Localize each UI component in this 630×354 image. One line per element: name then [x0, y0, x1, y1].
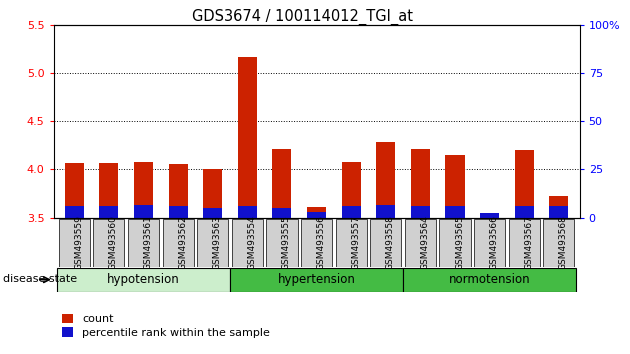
Text: GSM493554: GSM493554	[248, 216, 256, 270]
Bar	[480, 215, 499, 218]
FancyBboxPatch shape	[163, 219, 193, 267]
FancyBboxPatch shape	[93, 219, 125, 267]
Text: GSM493565: GSM493565	[455, 216, 464, 270]
FancyBboxPatch shape	[232, 219, 263, 267]
Bar	[169, 164, 188, 218]
Text: GSM493562: GSM493562	[178, 216, 187, 270]
FancyBboxPatch shape	[370, 219, 401, 267]
Bar	[549, 206, 568, 218]
Text: hypotension: hypotension	[107, 273, 180, 286]
Text: GSM493559: GSM493559	[74, 216, 83, 270]
Bar	[65, 206, 84, 218]
Text: GSM493555: GSM493555	[282, 216, 291, 270]
Bar	[134, 205, 153, 218]
Text: disease state: disease state	[3, 274, 77, 284]
Bar	[203, 169, 222, 218]
Bar	[376, 205, 395, 218]
Bar	[238, 206, 257, 218]
Text: GSM493563: GSM493563	[213, 216, 222, 270]
FancyBboxPatch shape	[230, 268, 403, 292]
Text: GSM493560: GSM493560	[109, 216, 118, 270]
Bar	[307, 207, 326, 218]
Bar	[65, 163, 84, 218]
Text: hypertension: hypertension	[278, 273, 355, 286]
FancyBboxPatch shape	[266, 219, 297, 267]
Bar	[341, 162, 361, 218]
Text: normotension: normotension	[449, 273, 530, 286]
Bar	[480, 213, 499, 218]
FancyBboxPatch shape	[440, 219, 471, 267]
FancyBboxPatch shape	[59, 219, 90, 267]
Text: GSM493564: GSM493564	[420, 216, 430, 270]
Bar	[169, 206, 188, 218]
Text: GSM493558: GSM493558	[386, 216, 395, 270]
Bar	[411, 206, 430, 218]
FancyBboxPatch shape	[543, 219, 575, 267]
FancyBboxPatch shape	[403, 268, 576, 292]
Bar	[445, 155, 464, 218]
FancyBboxPatch shape	[474, 219, 505, 267]
FancyBboxPatch shape	[301, 219, 332, 267]
Text: GSM493567: GSM493567	[524, 216, 533, 270]
Bar	[272, 208, 292, 218]
FancyBboxPatch shape	[336, 219, 367, 267]
Bar	[100, 163, 118, 218]
FancyBboxPatch shape	[57, 268, 230, 292]
Bar	[134, 162, 153, 218]
Bar	[341, 206, 361, 218]
Legend: count, percentile rank within the sample: count, percentile rank within the sample	[62, 314, 270, 338]
Bar	[515, 150, 534, 218]
Bar	[515, 206, 534, 218]
Bar	[411, 149, 430, 218]
Text: GSM493566: GSM493566	[490, 216, 498, 270]
Bar	[549, 195, 568, 218]
Bar	[445, 206, 464, 218]
Bar	[100, 206, 118, 218]
Bar	[203, 208, 222, 218]
Bar	[238, 57, 257, 218]
Text: GSM493556: GSM493556	[316, 216, 326, 270]
Bar	[376, 142, 395, 218]
Bar	[272, 149, 292, 218]
Text: GDS3674 / 100114012_TGI_at: GDS3674 / 100114012_TGI_at	[192, 9, 413, 25]
FancyBboxPatch shape	[128, 219, 159, 267]
FancyBboxPatch shape	[197, 219, 228, 267]
Text: GSM493568: GSM493568	[559, 216, 568, 270]
Text: GSM493561: GSM493561	[144, 216, 152, 270]
Text: GSM493557: GSM493557	[351, 216, 360, 270]
Bar	[307, 212, 326, 218]
FancyBboxPatch shape	[405, 219, 436, 267]
FancyBboxPatch shape	[508, 219, 540, 267]
